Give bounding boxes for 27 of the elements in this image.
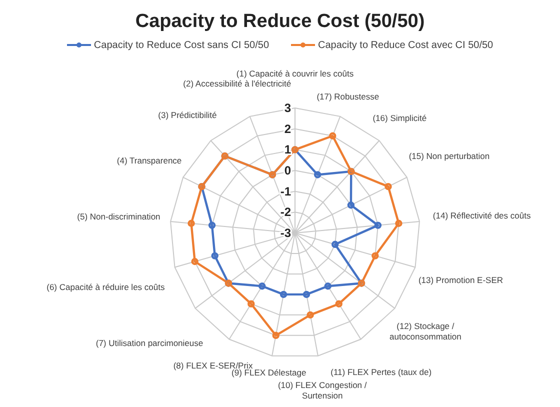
- spoke-label: (16) Simplicité: [372, 113, 427, 124]
- y-tick-label: -2: [280, 205, 292, 220]
- y-tick-label: -1: [280, 184, 292, 198]
- spoke-label: (12) Stockage / autoconsommation: [390, 321, 462, 342]
- spoke-label: (11) FLEX Pertes (taux de): [330, 366, 432, 377]
- spoke-label: (15) Non perturbation: [408, 151, 490, 162]
- spoke-label: (9) FLEX Délestage: [232, 368, 306, 378]
- spoke-label: (2) Accessibilité à l'électricité: [183, 78, 292, 89]
- spoke-label: (1) Capacité à couvrir les coûts: [236, 68, 354, 79]
- chart-title: Capacity to Reduce Cost (50/50): [134, 10, 426, 34]
- y-tick-label: 0: [284, 164, 292, 178]
- spoke-label: (7) Utilisation parcimonieuse: [96, 338, 204, 348]
- legend-label: Capacity to Reduce Cost sans CI 50/50: [92, 40, 269, 50]
- spoke-label: (5) Non-discrimination: [77, 212, 161, 222]
- y-tick-label: 1: [284, 142, 292, 157]
- spoke-label: (3) Prédictibilité: [158, 110, 218, 120]
- y-tick-label: -3: [280, 226, 292, 240]
- spoke-label: (8) FLEX E-SER/Prix: [173, 360, 254, 370]
- spoke-label: (4) Transparence: [116, 155, 182, 166]
- legend-label: Capacity to Reduce Cost avec CI 50/50: [317, 40, 494, 50]
- spoke-label: (6) Capacité à réduire les coûts: [46, 282, 165, 292]
- y-tick-label: 3: [284, 101, 292, 115]
- spoke-label: (10) FLEX Congestion / Surtension: [278, 380, 368, 401]
- spoke-label: (17) Robustesse: [316, 91, 380, 102]
- spoke-label: (14) Réflectivité des coûts: [432, 210, 531, 221]
- y-tick-label: 2: [284, 122, 292, 136]
- spoke-label: (13) Promotion E-SER: [418, 275, 504, 286]
